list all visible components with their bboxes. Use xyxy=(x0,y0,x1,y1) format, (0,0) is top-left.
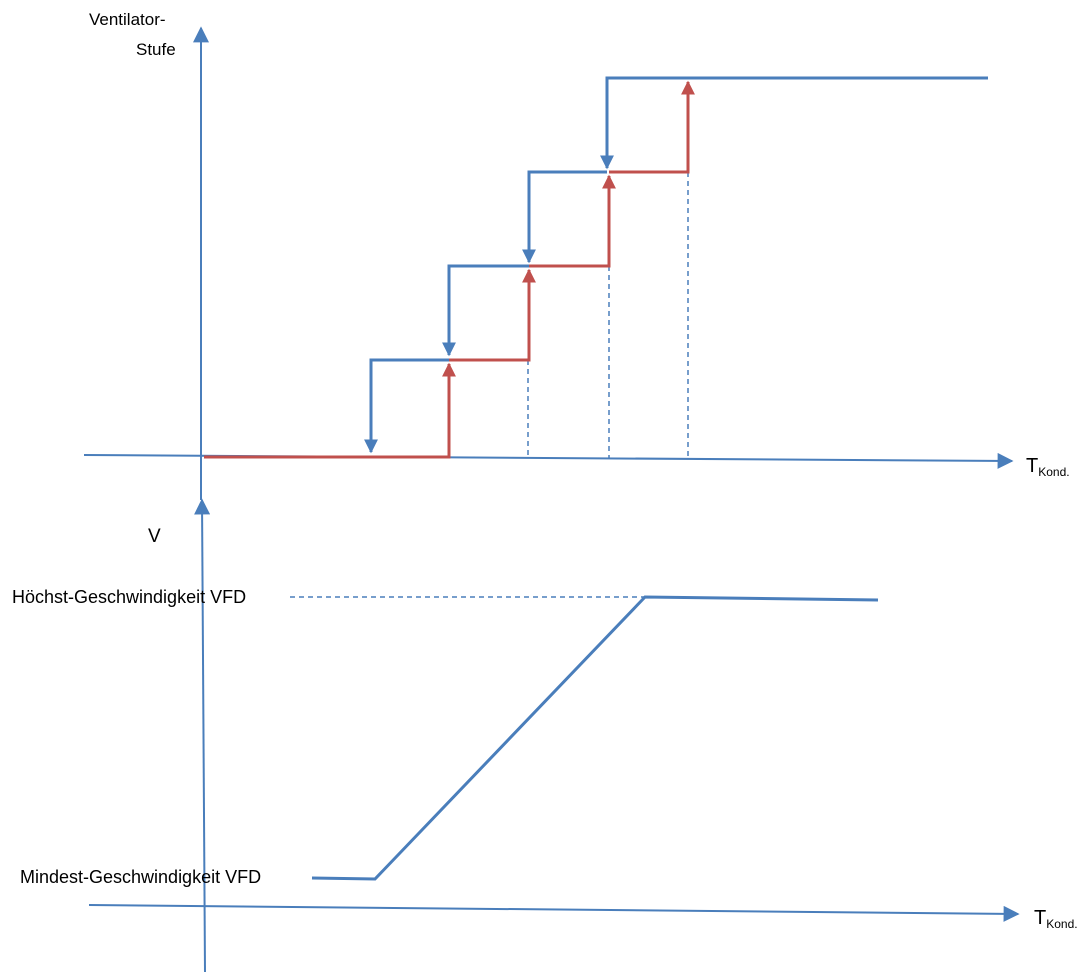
bottom-chart: V Höchst-Geschwindigkeit VFD Mindest-Ges… xyxy=(12,498,1078,973)
rising-step-curve xyxy=(204,80,695,459)
max-speed-label: Höchst-Geschwindigkeit VFD xyxy=(12,587,246,607)
min-speed-label: Mindest-Geschwindigkeit VFD xyxy=(20,867,261,887)
falling-step-curve xyxy=(364,76,988,459)
bottom-y-axis xyxy=(194,498,211,973)
top-y-axis-label-line2: Stufe xyxy=(136,40,176,59)
bottom-y-axis-label: V xyxy=(148,526,161,547)
top-y-axis-label-line1: Ventilator- xyxy=(89,10,166,29)
bottom-x-axis-label: TKond. xyxy=(1034,907,1078,931)
vfd-speed-curve xyxy=(311,595,879,881)
top-chart: Ventilator- Stufe TKond. xyxy=(83,10,1070,500)
bottom-x-axis xyxy=(88,904,1020,922)
top-x-axis-label: TKond. xyxy=(1026,455,1070,479)
